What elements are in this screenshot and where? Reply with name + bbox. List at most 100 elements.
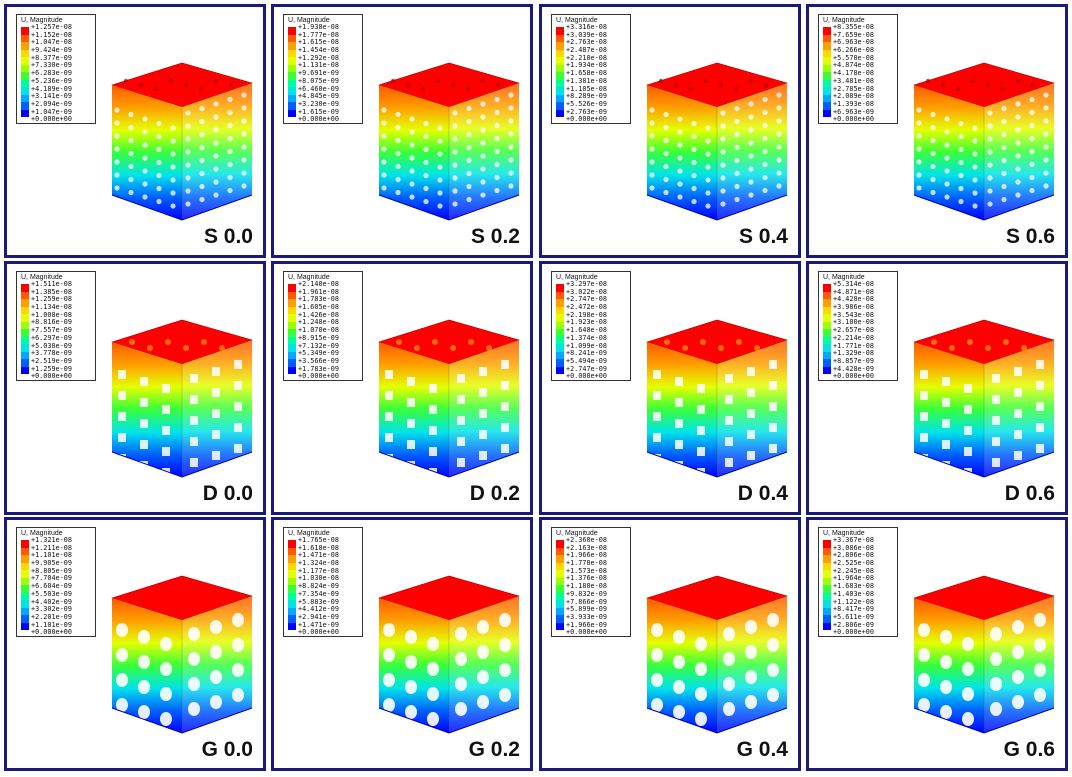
contour-legend: U, Magnitude +1.321e-08 +1.211e-08 +1.101e-… <box>16 527 96 637</box>
legend-value: +1.101e-08 <box>31 551 72 560</box>
legend-value: +2.747e-08 <box>566 295 607 304</box>
legend-value: +1.426e-08 <box>298 310 339 319</box>
legend-value: +1.770e-08 <box>566 559 607 568</box>
legend-value: +2.198e-08 <box>566 310 607 319</box>
lattice-cube-d <box>377 319 521 478</box>
legend-value: +1.938e-08 <box>298 23 339 31</box>
legend-swatch <box>288 336 296 344</box>
legend-color-bar <box>556 540 564 630</box>
legend-swatch <box>288 555 296 563</box>
contour-legend: U, Magnitude +2.360e-08 +2.163e-08 +1.966e-… <box>551 527 631 637</box>
legend-swatch <box>288 314 296 322</box>
legend-value: +1.374e-08 <box>566 333 607 342</box>
legend-value: +1.385e-08 <box>31 287 72 296</box>
legend-swatch <box>288 291 296 299</box>
legend-value: +2.094e-09 <box>31 99 72 108</box>
panel-s-0-4: U, Magnitude +3.316e-08 +3.039e-08 +2.763e-… <box>539 4 801 258</box>
lattice-cube-d <box>645 319 789 478</box>
legend-swatch <box>823 570 831 578</box>
legend-value: +6.963e-08 <box>833 38 874 47</box>
contour-legend: U, Magnitude +1.257e-08 +1.152e-08 +1.047e-… <box>16 14 96 124</box>
legend-swatch <box>823 547 831 555</box>
legend-swatch <box>288 615 296 623</box>
legend-value: +5.038e-09 <box>31 341 72 350</box>
legend-swatch <box>823 94 831 102</box>
legend-values: +2.360e-08 +2.163e-08 +1.966e-08 +1.770e-08… <box>566 536 607 637</box>
legend-swatch <box>21 291 29 299</box>
legend-value: +2.525e-08 <box>833 559 874 568</box>
legend-value: +1.511e-08 <box>31 280 72 288</box>
legend-value: +2.360e-08 <box>566 536 607 544</box>
legend-swatch <box>21 329 29 337</box>
legend-swatch <box>288 577 296 585</box>
legend-swatch <box>823 622 831 630</box>
legend-swatch <box>288 27 296 35</box>
panel-label: S 0.0 <box>203 225 253 248</box>
legend-title: U, Magnitude <box>288 274 330 281</box>
legend-swatch <box>288 64 296 72</box>
legend-swatch <box>556 34 564 42</box>
legend-swatch <box>823 314 831 322</box>
legend-swatch <box>556 585 564 593</box>
legend-value: +1.248e-08 <box>298 318 339 327</box>
legend-value: +5.611e-09 <box>833 612 874 621</box>
legend-value: +1.259e-08 <box>31 295 72 304</box>
legend-value: +1.966e-08 <box>566 551 607 560</box>
legend-swatch <box>556 562 564 570</box>
legend-value: +2.657e-08 <box>833 326 874 335</box>
legend-swatch <box>556 351 564 359</box>
legend-value: +8.824e-09 <box>298 582 339 591</box>
legend-swatch <box>21 336 29 344</box>
legend-value: +3.316e-08 <box>566 23 607 31</box>
legend-swatch <box>21 615 29 623</box>
legend-swatch <box>823 109 831 117</box>
legend-swatch <box>556 27 564 35</box>
legend-swatch <box>288 329 296 337</box>
legend-color-bar <box>556 27 564 117</box>
legend-value: +7.330e-09 <box>31 61 72 70</box>
legend-value: +3.986e-08 <box>833 303 874 312</box>
legend-color-bar <box>21 540 29 630</box>
legend-swatch <box>288 547 296 555</box>
legend-color-bar <box>288 284 296 374</box>
legend-value: +1.381e-08 <box>566 76 607 85</box>
legend-values: +5.314e-08 +4.871e-08 +4.428e-08 +3.986e-08… <box>833 280 874 381</box>
legend-swatch <box>823 555 831 563</box>
legend-swatch <box>21 72 29 80</box>
legend-value: +1.471e-08 <box>298 551 339 560</box>
legend-swatch <box>823 562 831 570</box>
legend-value: +3.481e-08 <box>833 76 874 85</box>
legend-swatch <box>556 592 564 600</box>
contour-legend: U, Magnitude +1.511e-08 +1.385e-08 +1.259e-… <box>16 271 96 381</box>
legend-value: +2.201e-09 <box>31 612 72 621</box>
legend-value: +2.747e-09 <box>566 364 607 373</box>
legend-swatch <box>21 27 29 35</box>
legend-value: +1.134e-08 <box>31 303 72 312</box>
legend-swatch <box>823 79 831 87</box>
legend-swatch <box>556 291 564 299</box>
contour-legend: U, Magnitude +8.355e-08 +7.659e-08 +6.963e-… <box>818 14 898 124</box>
legend-value: +2.163e-08 <box>566 543 607 552</box>
legend-swatch <box>556 359 564 367</box>
legend-swatch <box>556 79 564 87</box>
legend-value: +5.349e-09 <box>298 349 339 358</box>
legend-value: +1.964e-08 <box>833 574 874 583</box>
legend-value: +1.047e-08 <box>31 38 72 47</box>
legend-swatch <box>823 336 831 344</box>
legend-value: +6.460e-09 <box>298 84 339 93</box>
legend-swatch <box>556 49 564 57</box>
lattice-cube-d <box>912 319 1056 478</box>
legend-value: +1.030e-08 <box>298 574 339 583</box>
lattice-cube-g <box>377 575 521 734</box>
lattice-cube-s <box>377 62 521 222</box>
legend-value: +8.417e-09 <box>833 605 874 614</box>
lattice-cube-s <box>110 62 254 222</box>
panel-d-0-6: U, Magnitude +5.314e-08 +4.871e-08 +4.428e-… <box>806 261 1068 515</box>
legend-swatch <box>21 42 29 50</box>
legend-swatch <box>21 366 29 374</box>
legend-swatch <box>21 570 29 578</box>
legend-swatch <box>288 607 296 615</box>
legend-swatch <box>288 299 296 307</box>
legend-swatch <box>21 600 29 608</box>
legend-value: +5.314e-08 <box>833 280 874 288</box>
